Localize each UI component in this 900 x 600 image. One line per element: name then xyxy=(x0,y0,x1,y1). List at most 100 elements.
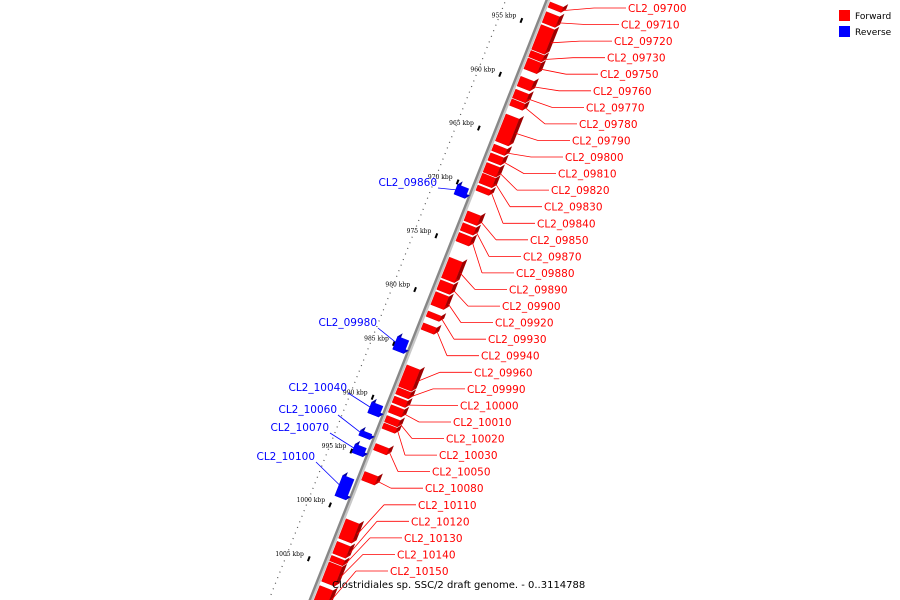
gene-cl2-10000[interactable] xyxy=(391,395,413,408)
gene-cl2-10150[interactable] xyxy=(313,585,338,600)
gene-cl2-09900[interactable] xyxy=(436,279,459,295)
gene-label[interactable]: CL2_10050 xyxy=(432,467,491,479)
gene-cl2-09890[interactable] xyxy=(441,256,468,283)
gene-cl2-10140[interactable] xyxy=(321,561,348,587)
gene-front-face xyxy=(392,336,410,354)
gene-cl2-09720[interactable] xyxy=(531,24,560,55)
gene-cl2-09870[interactable] xyxy=(459,222,481,236)
gene-label[interactable]: CL2_09930 xyxy=(488,334,547,346)
gene-label[interactable]: CL2_09810 xyxy=(558,169,617,181)
gene-label[interactable]: CL2_09840 xyxy=(537,218,596,230)
gene-cl2-10130[interactable] xyxy=(329,555,350,567)
gene-label[interactable]: CL2_09830 xyxy=(544,202,603,214)
scale-dotted-line xyxy=(269,0,507,599)
gene-label[interactable]: CL2_09750 xyxy=(600,69,659,81)
gene-cl2-10060[interactable] xyxy=(358,426,375,440)
gene-cl2-09830[interactable] xyxy=(478,172,501,189)
gene-front-face xyxy=(384,415,401,428)
gene-cl2-10120[interactable] xyxy=(332,541,356,559)
gene-label[interactable]: CL2_10040 xyxy=(288,382,347,394)
gene-label[interactable]: CL2_09940 xyxy=(481,351,540,363)
gene-label[interactable]: CL2_09980 xyxy=(318,317,377,329)
legend-reverse-swatch xyxy=(839,26,850,37)
gene-label[interactable]: CL2_10070 xyxy=(270,422,329,434)
gene-cl2-09730[interactable] xyxy=(528,50,550,63)
gene-label[interactable]: CL2_10030 xyxy=(439,450,498,462)
gene-label[interactable]: CL2_09770 xyxy=(586,102,645,114)
gene-label[interactable]: CL2_10080 xyxy=(425,483,484,495)
gene-cl2-09770[interactable] xyxy=(512,88,534,104)
gene-cl2-09810[interactable] xyxy=(487,152,509,166)
gene-label[interactable]: CL2_09900 xyxy=(502,301,561,313)
gene-cl2-09990[interactable] xyxy=(395,387,416,400)
gene-cl2-10050[interactable] xyxy=(373,443,394,456)
gene-label-leader xyxy=(356,504,385,535)
gene-cl2-09940[interactable] xyxy=(420,322,442,335)
gene-cl2-09700[interactable] xyxy=(547,1,569,13)
gene-cl2-09750[interactable] xyxy=(523,57,547,75)
gene-label[interactable]: CL2_09700 xyxy=(628,3,687,15)
gene-label[interactable]: CL2_09710 xyxy=(621,20,680,32)
gene-label[interactable]: CL2_10000 xyxy=(460,400,519,412)
gene-cl2-10020[interactable] xyxy=(384,415,405,428)
gene-cl2-09960[interactable] xyxy=(398,364,425,392)
gene-front-face xyxy=(512,88,530,104)
gene-label[interactable]: CL2_09820 xyxy=(551,185,610,197)
gene-label[interactable]: CL2_10150 xyxy=(390,566,449,578)
gene-label[interactable]: CL2_09720 xyxy=(614,36,673,48)
gene-label[interactable]: CL2_09870 xyxy=(523,251,582,263)
gene-label[interactable]: CL2_09860 xyxy=(378,177,437,189)
gene-label[interactable]: CL2_10060 xyxy=(278,404,337,416)
gene-label[interactable]: CL2_09780 xyxy=(579,119,638,131)
gene-cl2-09980[interactable] xyxy=(392,333,410,354)
gene-cl2-10080[interactable] xyxy=(361,471,383,486)
gene-front-face xyxy=(453,184,470,199)
gene-front-face xyxy=(430,291,450,310)
gene-cl2-10070[interactable] xyxy=(351,440,368,458)
gene-label[interactable]: CL2_09960 xyxy=(474,367,533,379)
gene-cl2-10040[interactable] xyxy=(367,398,384,418)
gene-label[interactable]: CL2_09760 xyxy=(593,86,652,98)
gene-cl2-09880[interactable] xyxy=(455,232,478,247)
gene-cl2-09760[interactable] xyxy=(516,75,539,92)
gene-label[interactable]: CL2_09990 xyxy=(467,384,526,396)
gene-label[interactable]: CL2_09790 xyxy=(572,136,631,148)
gene-front-face xyxy=(436,279,454,295)
gene-cl2-09840[interactable] xyxy=(475,184,496,196)
gene-cl2-09820[interactable] xyxy=(482,162,505,178)
gene-cl2-09710[interactable] xyxy=(541,11,565,28)
gene-cl2-09800[interactable] xyxy=(491,143,513,156)
gene-cl2-09930[interactable] xyxy=(425,310,447,322)
gene-label[interactable]: CL2_09730 xyxy=(607,53,666,65)
gene-cl2-09780[interactable] xyxy=(509,98,530,111)
gene-label[interactable]: CL2_10020 xyxy=(446,434,505,446)
gene-cl2-10010[interactable] xyxy=(387,404,410,418)
gene-label[interactable]: CL2_10010 xyxy=(453,417,512,429)
gene-front-face xyxy=(475,184,492,196)
gene-front-face xyxy=(425,310,442,322)
gene-front-face xyxy=(459,222,477,236)
gene-front-face xyxy=(313,585,334,600)
gene-cl2-10110[interactable] xyxy=(338,518,365,544)
gene-label[interactable]: CL2_09920 xyxy=(495,318,554,330)
gene-cl2-09920[interactable] xyxy=(430,291,454,310)
gene-label[interactable]: CL2_09880 xyxy=(516,268,575,280)
gene-label[interactable]: CL2_10110 xyxy=(418,500,477,512)
gene-label[interactable]: CL2_10120 xyxy=(411,516,470,528)
gene-label[interactable]: CL2_10140 xyxy=(397,549,456,561)
gene-cl2-10030[interactable] xyxy=(381,422,402,434)
gene-label[interactable]: CL2_09800 xyxy=(565,152,624,164)
gene-front-face xyxy=(398,364,421,392)
gene-label[interactable]: CL2_10100 xyxy=(256,451,315,463)
scale-tick-label: 995 kbp xyxy=(322,443,347,450)
gene-cl2-09850[interactable] xyxy=(463,210,486,226)
gene-label-leader xyxy=(329,432,356,450)
gene-label-leader xyxy=(515,132,539,141)
gene-label[interactable]: CL2_10130 xyxy=(404,533,463,545)
gene-label[interactable]: CL2_09850 xyxy=(530,235,589,247)
gene-label[interactable]: CL2_09890 xyxy=(509,285,568,297)
gene-cl2-09860[interactable] xyxy=(453,181,470,199)
gene-cl2-10100[interactable] xyxy=(334,472,355,501)
gene-cl2-09790[interactable] xyxy=(495,113,524,147)
